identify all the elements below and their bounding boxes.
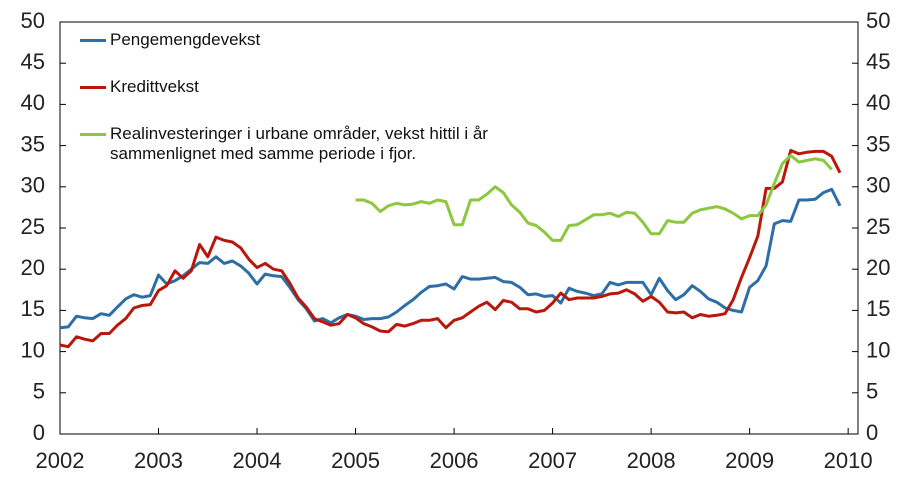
legend-swatch: [80, 133, 106, 136]
y2-tick-label: 10: [866, 337, 890, 362]
y2-tick-label: 25: [866, 214, 890, 239]
y2-tick-label: 50: [866, 8, 890, 33]
y-tick-label: 30: [21, 173, 45, 198]
x-tick-label: 2010: [824, 448, 873, 473]
y2-tick-label: 15: [866, 296, 890, 321]
x-tick-label: 2005: [331, 448, 380, 473]
x-tick-label: 2009: [725, 448, 774, 473]
legend-entry: Pengemengdevekst: [80, 30, 488, 50]
y-tick-label: 5: [33, 379, 45, 404]
legend: Pengemengdevekst Kredittvekst Realinvester…: [80, 30, 488, 191]
y-tick-label: 35: [21, 131, 45, 156]
legend-entry: Realinvesteringer i urbane områder, veks…: [80, 124, 488, 164]
legend-label: Pengemengdevekst: [110, 30, 261, 49]
legend-entry: Kredittvekst: [80, 77, 488, 97]
series-line: [355, 154, 833, 242]
y-tick-label: 0: [33, 420, 45, 445]
y2-tick-label: 35: [866, 131, 890, 156]
y-tick-label: 10: [21, 337, 45, 362]
y-tick-label: 20: [21, 255, 45, 280]
x-tick-label: 2006: [430, 448, 479, 473]
x-tick-label: 2003: [134, 448, 183, 473]
x-tick-label: 2002: [36, 448, 85, 473]
y-tick-label: 40: [21, 90, 45, 115]
y2-tick-label: 20: [866, 255, 890, 280]
legend-label: Realinvesteringer i urbane områder, veks…: [110, 124, 488, 163]
legend-swatch: [80, 86, 106, 89]
y2-tick-label: 45: [866, 49, 890, 74]
y-tick-label: 45: [21, 49, 45, 74]
series-line: [59, 149, 842, 349]
x-tick-label: 2008: [627, 448, 676, 473]
y2-tick-label: 30: [866, 173, 890, 198]
x-tick-label: 2007: [528, 448, 577, 473]
y-tick-label: 25: [21, 214, 45, 239]
y-tick-label: 50: [21, 8, 45, 33]
x-tick-label: 2004: [233, 448, 282, 473]
y2-tick-label: 0: [866, 420, 878, 445]
legend-swatch: [80, 39, 106, 42]
y2-tick-label: 5: [866, 379, 878, 404]
y2-tick-label: 40: [866, 90, 890, 115]
y-tick-label: 15: [21, 296, 45, 321]
legend-label: Kredittvekst: [110, 77, 199, 96]
